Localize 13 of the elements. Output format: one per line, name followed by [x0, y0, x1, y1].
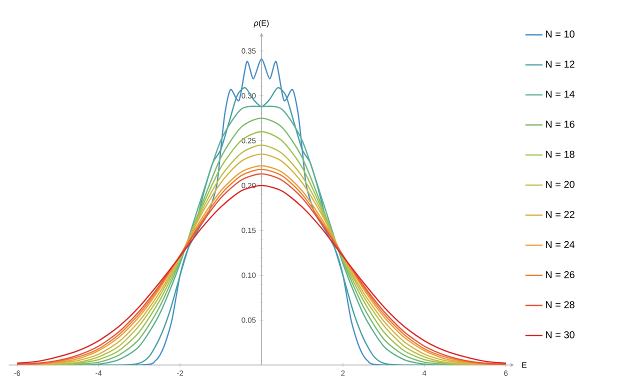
- y-axis-title: ρ(E): [254, 20, 269, 28]
- legend-label: N = 18: [546, 150, 574, 158]
- legend-label: N = 20: [546, 180, 574, 188]
- legend-label: N = 22: [546, 210, 574, 218]
- x-axis-title: E: [522, 362, 527, 368]
- legend-label: N = 24: [546, 241, 575, 248]
- legend-label: N = 26: [546, 271, 574, 278]
- legend-label: N = 16: [546, 120, 574, 128]
- legend-label: N = 12: [546, 60, 574, 68]
- legend-label: N = 30: [546, 331, 574, 338]
- legend-label: N = 28: [546, 301, 574, 308]
- legend-label: N = 10: [546, 30, 574, 38]
- legend-label: N = 14: [546, 90, 575, 98]
